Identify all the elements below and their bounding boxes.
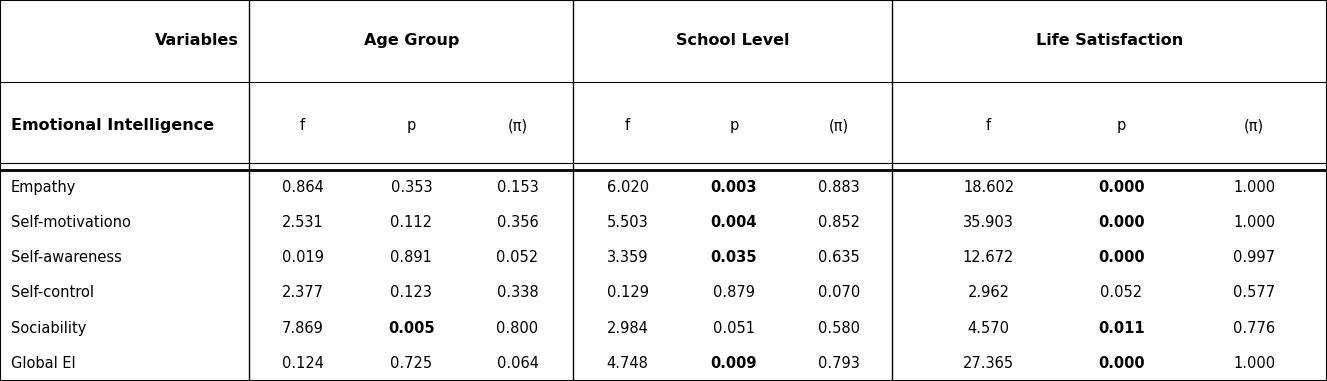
Text: p: p [407, 118, 415, 133]
Text: 0.123: 0.123 [390, 285, 433, 300]
Text: 0.124: 0.124 [281, 356, 324, 371]
Text: 2.984: 2.984 [606, 321, 649, 336]
Text: 0.064: 0.064 [496, 356, 539, 371]
Text: 2.962: 2.962 [967, 285, 1010, 300]
Text: 4.570: 4.570 [967, 321, 1010, 336]
Text: 0.070: 0.070 [817, 285, 860, 300]
Text: Variables: Variables [155, 34, 239, 48]
Text: School Level: School Level [675, 34, 790, 48]
Text: f: f [300, 118, 305, 133]
Text: 0.011: 0.011 [1097, 321, 1145, 336]
Text: 0.776: 0.776 [1233, 321, 1275, 336]
Text: 0.005: 0.005 [387, 321, 435, 336]
Text: 5.503: 5.503 [606, 215, 649, 230]
Text: 0.577: 0.577 [1233, 285, 1275, 300]
Text: 27.365: 27.365 [963, 356, 1014, 371]
Text: 0.153: 0.153 [496, 180, 539, 195]
Text: 35.903: 35.903 [963, 215, 1014, 230]
Text: 0.003: 0.003 [710, 180, 758, 195]
Text: 3.359: 3.359 [606, 250, 649, 265]
Text: 0.009: 0.009 [710, 356, 758, 371]
Text: (π): (π) [1243, 118, 1265, 133]
Text: 2.377: 2.377 [281, 285, 324, 300]
Text: 0.793: 0.793 [817, 356, 860, 371]
Text: 0.052: 0.052 [1100, 285, 1143, 300]
Text: Life Satisfaction: Life Satisfaction [1036, 34, 1182, 48]
Text: 0.353: 0.353 [390, 180, 433, 195]
Text: f: f [986, 118, 991, 133]
Text: 0.019: 0.019 [281, 250, 324, 265]
Text: p: p [730, 118, 738, 133]
Text: 0.879: 0.879 [713, 285, 755, 300]
Text: 1.000: 1.000 [1233, 180, 1275, 195]
Text: 4.748: 4.748 [606, 356, 649, 371]
Text: 0.000: 0.000 [1097, 250, 1145, 265]
Text: 0.635: 0.635 [817, 250, 860, 265]
Text: Global EI: Global EI [11, 356, 76, 371]
Text: 0.000: 0.000 [1097, 215, 1145, 230]
Text: 7.869: 7.869 [281, 321, 324, 336]
Text: 6.020: 6.020 [606, 180, 649, 195]
Text: 0.338: 0.338 [496, 285, 539, 300]
Text: 12.672: 12.672 [963, 250, 1014, 265]
Text: 2.531: 2.531 [281, 215, 324, 230]
Text: 0.852: 0.852 [817, 215, 860, 230]
Text: 0.580: 0.580 [817, 321, 860, 336]
Text: 0.883: 0.883 [817, 180, 860, 195]
Text: Self-motivationo: Self-motivationo [11, 215, 130, 230]
Text: 0.725: 0.725 [390, 356, 433, 371]
Text: 0.035: 0.035 [710, 250, 758, 265]
Text: 0.356: 0.356 [496, 215, 539, 230]
Text: Self-awareness: Self-awareness [11, 250, 122, 265]
Text: 0.864: 0.864 [281, 180, 324, 195]
Text: Age Group: Age Group [364, 34, 459, 48]
Text: 0.004: 0.004 [710, 215, 758, 230]
Text: 0.052: 0.052 [496, 250, 539, 265]
Text: 18.602: 18.602 [963, 180, 1014, 195]
Text: 1.000: 1.000 [1233, 356, 1275, 371]
Text: p: p [1117, 118, 1125, 133]
Text: 1.000: 1.000 [1233, 215, 1275, 230]
Text: 0.000: 0.000 [1097, 180, 1145, 195]
Text: (π): (π) [828, 118, 849, 133]
Text: 0.891: 0.891 [390, 250, 433, 265]
Text: 0.112: 0.112 [390, 215, 433, 230]
Text: 0.000: 0.000 [1097, 356, 1145, 371]
Text: Emotional Intelligence: Emotional Intelligence [11, 118, 214, 133]
Text: 0.997: 0.997 [1233, 250, 1275, 265]
Text: Sociability: Sociability [11, 321, 86, 336]
Text: 0.051: 0.051 [713, 321, 755, 336]
Text: Empathy: Empathy [11, 180, 76, 195]
Text: (π): (π) [507, 118, 528, 133]
Text: 0.800: 0.800 [496, 321, 539, 336]
Text: Self-control: Self-control [11, 285, 94, 300]
Text: 0.129: 0.129 [606, 285, 649, 300]
Text: f: f [625, 118, 630, 133]
